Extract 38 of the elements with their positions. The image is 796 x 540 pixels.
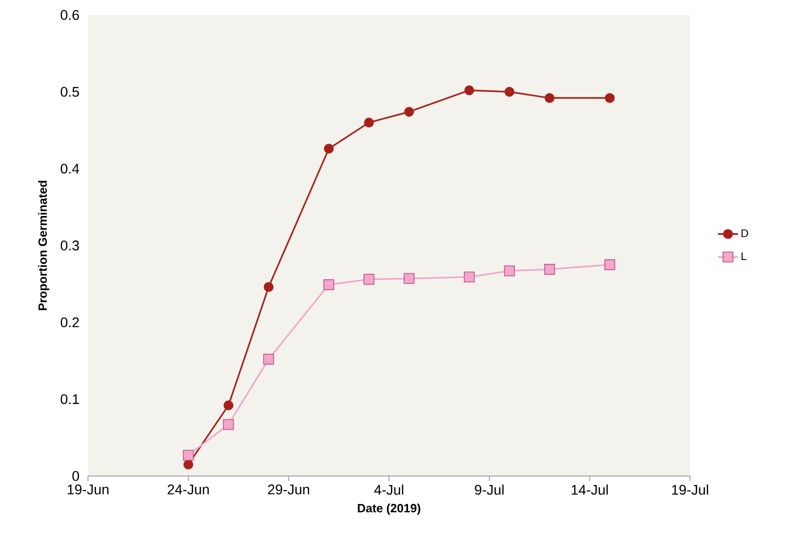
- point: [323, 279, 334, 290]
- point: [464, 85, 474, 96]
- y-tick-label: 0.1: [60, 394, 79, 404]
- point: [504, 86, 514, 97]
- x-tick-label: 24-Jun: [168, 484, 209, 494]
- point: [364, 274, 374, 285]
- y-tick-label: 0.5: [60, 86, 79, 97]
- x-tick-label: 19-Jun: [68, 484, 108, 494]
- x-tick-label: 14-Jul: [572, 484, 608, 495]
- point: [223, 419, 234, 430]
- y-tick-label: 0.2: [60, 317, 79, 328]
- point: [324, 144, 334, 154]
- point: [182, 450, 194, 461]
- x-tick-label: 9-Jul: [474, 484, 504, 495]
- y-tick-label: 0: [72, 471, 80, 481]
- point: [404, 106, 414, 117]
- x-tick-label: 29-Jun: [268, 484, 310, 494]
- point: [504, 265, 515, 276]
- x-axis-title: Date (2019): [358, 504, 420, 515]
- legend-label: L: [742, 252, 746, 260]
- point: [263, 354, 274, 365]
- point: [364, 118, 374, 128]
- point: [404, 273, 414, 284]
- point: [544, 264, 555, 275]
- point: [264, 282, 274, 292]
- x-tick-label: 4-Jul: [374, 484, 404, 495]
- y-tick-label: 0.6: [60, 10, 79, 20]
- x-tick-label: 19-Jul: [672, 484, 708, 495]
- y-axis-title: Proportion Germinated: [38, 180, 50, 310]
- y-tick-label: 0.3: [60, 240, 79, 250]
- legend-label: D: [742, 230, 748, 238]
- y-tick-label: 0.4: [60, 164, 80, 174]
- point: [544, 93, 554, 103]
- point: [604, 93, 615, 103]
- point: [183, 460, 194, 470]
- point: [224, 400, 234, 410]
- point: [604, 259, 616, 270]
- point: [464, 272, 475, 282]
